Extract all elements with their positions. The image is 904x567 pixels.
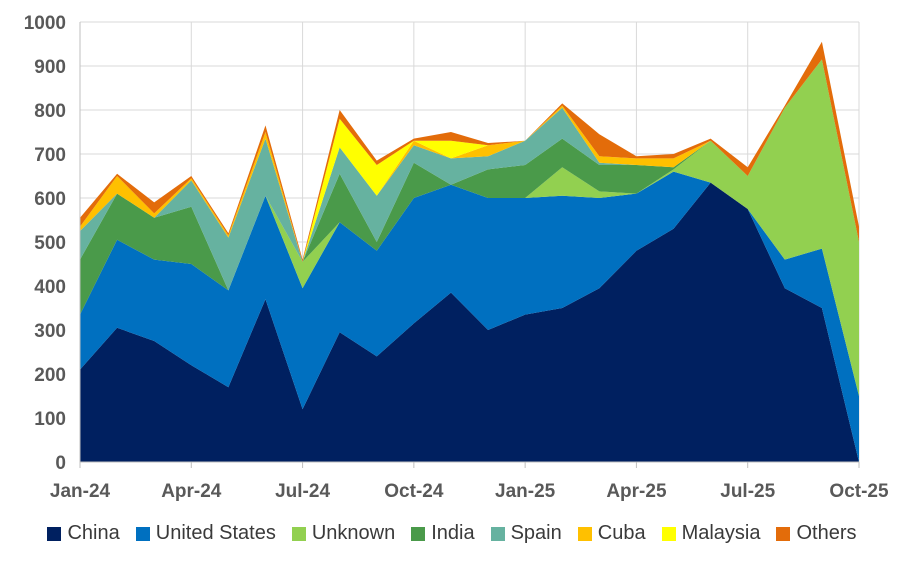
legend-item-unknown: Unknown (291, 522, 396, 545)
legend-item-india: India (411, 522, 475, 545)
legend-swatch (776, 526, 791, 541)
area-series (80, 41, 859, 462)
y-tick-label: 200 (34, 365, 66, 386)
legend: China United States Unknown India Spain Cuba M… (0, 522, 904, 545)
y-tick-label: 500 (34, 233, 66, 254)
y-tick-label: 300 (34, 321, 66, 342)
legend-item-spain: Spain (490, 522, 562, 545)
legend-item-others: Others (776, 522, 857, 545)
legend-item-china: China (47, 522, 120, 545)
x-tick-label: Oct-24 (384, 481, 444, 502)
x-tick-label: Jul-25 (720, 481, 775, 502)
x-tick-label: Apr-24 (161, 481, 222, 502)
x-tick-label: Oct-25 (829, 481, 889, 502)
legend-label: Cuba (597, 522, 646, 544)
legend-swatch (661, 526, 676, 541)
legend-item-malaysia: Malaysia (661, 522, 761, 545)
legend-label: Spain (510, 522, 562, 544)
y-tick-label: 800 (34, 101, 66, 122)
legend-label: Unknown (311, 522, 396, 544)
legend-label: China (67, 522, 120, 544)
legend-swatch (411, 526, 426, 541)
y-tick-label: 400 (34, 277, 66, 298)
y-tick-label: 700 (34, 145, 66, 166)
legend-swatch (291, 526, 306, 541)
y-tick-label: 0 (55, 453, 66, 474)
y-tick-label: 600 (34, 189, 66, 210)
legend-label: Malaysia (681, 522, 761, 544)
legend-swatch (490, 526, 505, 541)
y-tick-label: 1000 (24, 13, 66, 34)
x-tick-label: Apr-25 (606, 481, 667, 502)
legend-item-cuba: Cuba (577, 522, 646, 545)
legend-swatch (135, 526, 150, 541)
legend-swatch (577, 526, 592, 541)
x-tick-label: Jan-24 (50, 481, 111, 502)
x-tick-label: Jul-24 (275, 481, 330, 502)
legend-label: United States (155, 522, 276, 544)
area-china (80, 182, 859, 462)
y-tick-label: 100 (34, 409, 66, 430)
stacked-area-chart: 0 100 200 300 400 500 600 700 800 900 1000 Jan-24 Ap… (24, 13, 889, 502)
y-tick-label: 900 (34, 57, 66, 78)
area-spain (80, 59, 859, 291)
legend-label: Others (796, 522, 857, 544)
axes: 0 100 200 300 400 500 600 700 800 900 1000 Jan-24 Ap… (24, 13, 889, 502)
x-tick-label: Jan-25 (495, 481, 556, 502)
legend-label: India (431, 522, 475, 544)
area-india (80, 59, 859, 315)
legend-swatch (47, 526, 62, 541)
legend-item-united-states: United States (135, 522, 276, 545)
area-united-states (80, 171, 859, 462)
